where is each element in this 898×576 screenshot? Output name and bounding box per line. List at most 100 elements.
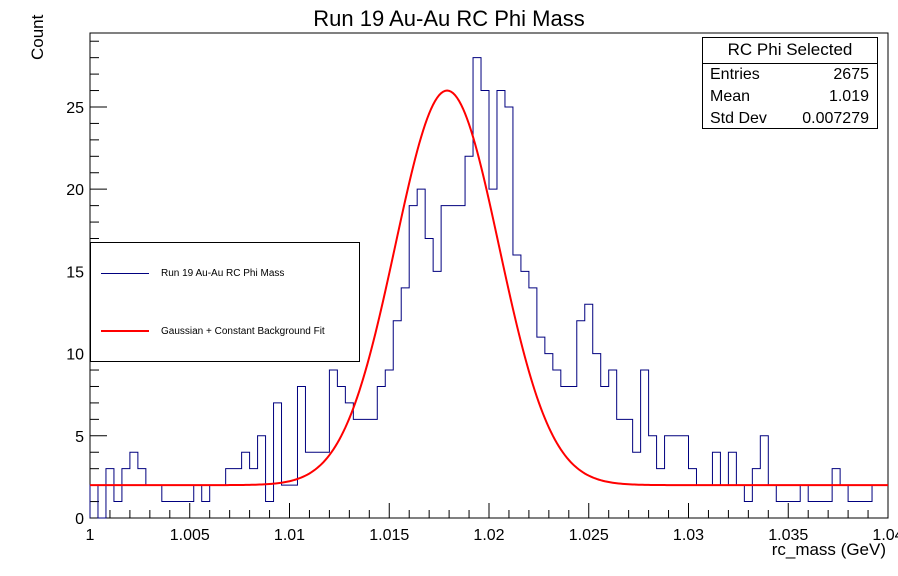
histogram-bin (194, 485, 202, 518)
histogram-bin (433, 271, 441, 518)
x-tick-label: 1.02 (473, 527, 504, 544)
histogram-bin (385, 370, 393, 518)
histogram-bin (409, 206, 417, 518)
histogram-bin (641, 370, 649, 518)
histogram-bin (401, 288, 409, 518)
histogram-bin (297, 386, 305, 518)
histogram-bin (856, 502, 864, 518)
x-tick-label: 1 (86, 527, 95, 544)
stats-row-mean: Mean 1.019 (703, 86, 877, 108)
legend: Run 19 Au-Au RC Phi Mass Gaussian + Cons… (90, 242, 360, 362)
histogram-bin (816, 502, 824, 518)
y-tick-label: 15 (66, 264, 84, 281)
histogram-bin (545, 354, 553, 518)
stats-label: Std Dev (710, 110, 767, 127)
stats-title: RC Phi Selected (703, 38, 877, 64)
histogram-bin (657, 469, 665, 518)
fit-curve-line (90, 89, 888, 487)
histogram-bin (800, 485, 808, 518)
y-axis-label: Count (28, 14, 47, 60)
histogram-bin (449, 206, 457, 518)
histogram-bin (250, 469, 258, 518)
histogram-bin (848, 502, 856, 518)
x-tick-label: 1.025 (569, 527, 609, 544)
histogram-bin (840, 485, 848, 518)
y-tick-label: 5 (75, 429, 84, 446)
histogram-bin (768, 485, 776, 518)
histogram-bin (218, 485, 226, 518)
stats-box: RC Phi Selected Entries 2675 Mean 1.019 … (702, 37, 878, 129)
histogram-bin (210, 485, 218, 518)
histogram-bin (202, 502, 210, 518)
y-tick-label: 0 (75, 511, 84, 528)
histogram-bin (178, 502, 186, 518)
y-axis: 0 5 10 15 20 25 (66, 40, 107, 528)
histogram-bin (792, 502, 800, 518)
x-tick-label: 1.035 (768, 527, 808, 544)
histogram-bin (337, 386, 345, 518)
legend-line-swatch (101, 272, 149, 274)
histogram-bin (673, 436, 681, 518)
histogram-bin (776, 502, 784, 518)
histogram-bin (154, 485, 162, 518)
histogram-bin (689, 469, 697, 518)
histogram-bin (274, 403, 282, 518)
histogram-bin (170, 502, 178, 518)
histogram-bin (832, 469, 840, 518)
stats-row-entries: Entries 2675 (703, 64, 877, 86)
histogram-bin (313, 452, 321, 518)
histogram-bin (481, 91, 489, 518)
histogram-bin (377, 386, 385, 518)
histogram-bin (393, 321, 401, 518)
y-tick-label: 10 (66, 347, 84, 364)
histogram-bin (162, 502, 170, 518)
histogram-bin (122, 469, 130, 518)
histogram-bin (760, 436, 768, 518)
chart-title: Run 19 Au-Au RC Phi Mass (313, 6, 585, 31)
histogram-bin (282, 485, 290, 518)
histogram-bin (425, 239, 433, 518)
histogram-bin (417, 189, 425, 518)
histogram-bin (736, 485, 744, 518)
histogram-bin (369, 419, 377, 518)
legend-entry-fit: Gaussian + Constant Background Fit (101, 321, 351, 341)
x-axis: 1 1.005 1.01 1.015 1.02 1.025 1.03 1.035 1.04 (86, 503, 898, 544)
histogram-bin (569, 386, 577, 518)
histogram-bin (353, 419, 361, 518)
x-tick-label: 1.04 (872, 527, 898, 544)
histogram-bin (441, 206, 449, 518)
stats-label: Entries (710, 66, 760, 83)
stats-value: 0.007279 (802, 110, 869, 127)
histogram-bin (601, 386, 609, 518)
histogram-bin (529, 288, 537, 518)
x-tick-label: 1.03 (673, 527, 704, 544)
legend-entry-histogram: Run 19 Au-Au RC Phi Mass (101, 263, 351, 283)
histogram-bin (361, 419, 369, 518)
stats-value: 2675 (833, 66, 869, 83)
histogram-bin (585, 304, 593, 518)
histogram-bin (537, 337, 545, 518)
histogram-bin (473, 58, 481, 518)
histogram-bin (593, 354, 601, 518)
histogram-bin (609, 370, 617, 518)
histogram-bin (305, 452, 313, 518)
fit-series (90, 89, 888, 487)
legend-label: Run 19 Au-Au RC Phi Mass (161, 267, 285, 279)
histogram-bin (138, 469, 146, 518)
histogram-bin (577, 321, 585, 518)
histogram-bin (290, 485, 298, 518)
histogram-bin (497, 91, 505, 518)
histogram-bin (720, 485, 728, 518)
histogram-bin (234, 469, 242, 518)
histogram-bin (696, 485, 704, 518)
x-tick-label: 1.01 (274, 527, 305, 544)
histogram-bin (649, 436, 657, 518)
histogram-bin (752, 469, 760, 518)
stats-label: Mean (710, 88, 751, 105)
y-tick-label: 20 (66, 182, 84, 199)
x-axis-label: rc_mass (GeV) (771, 540, 886, 559)
legend-line-swatch (101, 330, 149, 332)
histogram-bin (258, 436, 266, 518)
histogram-bin (808, 502, 816, 518)
